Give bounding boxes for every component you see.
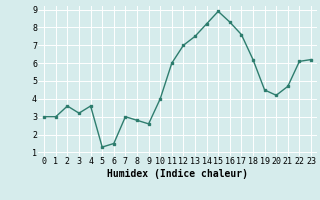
X-axis label: Humidex (Indice chaleur): Humidex (Indice chaleur)	[107, 169, 248, 179]
